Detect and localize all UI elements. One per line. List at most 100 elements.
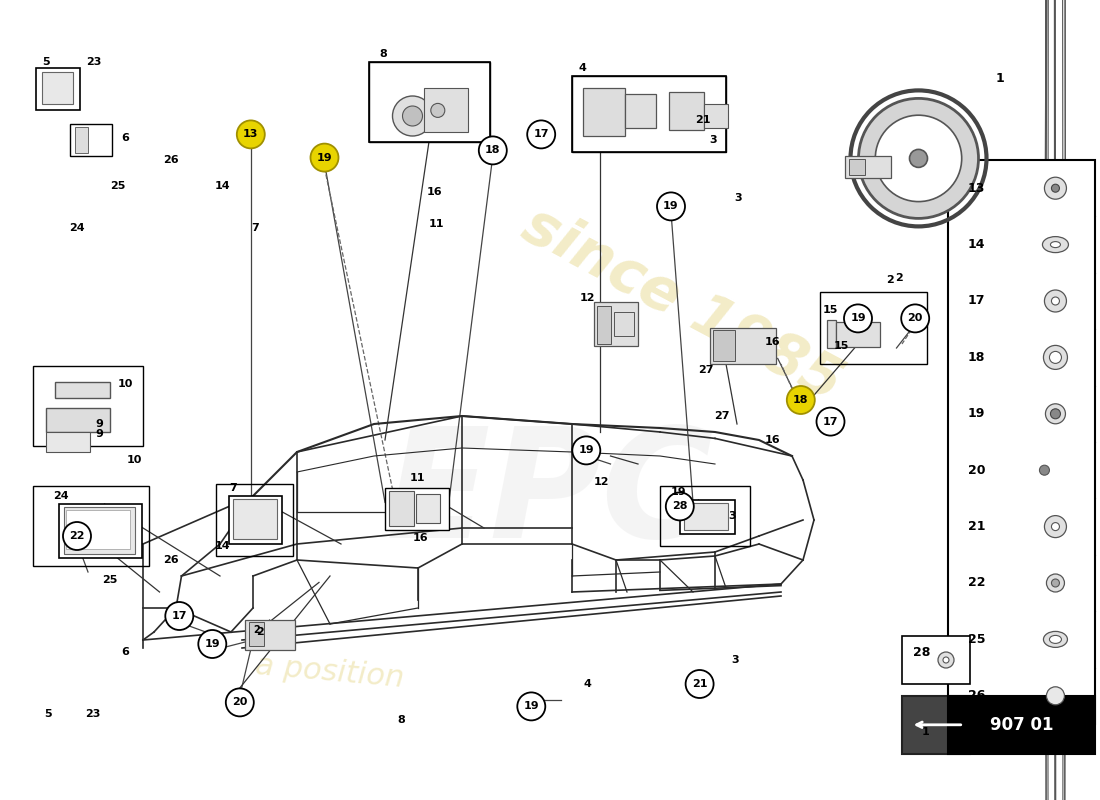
Circle shape [858, 98, 979, 218]
Circle shape [844, 305, 872, 333]
Text: 3: 3 [728, 511, 736, 521]
Bar [572, 76, 726, 152]
Circle shape [393, 96, 432, 136]
Text: 2: 2 [887, 275, 894, 285]
Text: 2: 2 [895, 274, 903, 283]
Circle shape [1045, 516, 1067, 538]
Text: 9: 9 [96, 430, 103, 439]
Bar [594, 302, 638, 346]
Circle shape [236, 120, 265, 149]
Bar [216, 484, 293, 556]
Text: 12: 12 [594, 478, 609, 487]
Text: 26: 26 [163, 555, 178, 565]
Bar [827, 320, 836, 348]
Text: 11: 11 [409, 474, 425, 483]
Text: 20: 20 [908, 314, 923, 323]
Circle shape [1050, 409, 1060, 419]
Text: 16: 16 [764, 435, 780, 445]
Circle shape [1052, 184, 1059, 192]
Text: 11: 11 [429, 219, 444, 229]
Bar [36, 68, 80, 110]
Text: 14: 14 [968, 238, 986, 251]
Circle shape [816, 408, 845, 435]
Bar [233, 499, 277, 539]
Text: 8: 8 [397, 715, 405, 725]
Text: since 1985: since 1985 [513, 196, 851, 412]
Bar [660, 486, 750, 546]
Text: 19: 19 [579, 446, 594, 455]
Text: 16: 16 [764, 338, 780, 347]
Text: a position: a position [254, 651, 406, 693]
Circle shape [901, 305, 930, 333]
Circle shape [1046, 686, 1065, 705]
Text: 18: 18 [968, 351, 986, 364]
Text: 17: 17 [968, 294, 986, 307]
Text: 19: 19 [968, 407, 986, 420]
Bar [849, 159, 865, 175]
Bar [820, 292, 927, 364]
Bar [713, 330, 735, 361]
Text: 1: 1 [922, 727, 930, 737]
Circle shape [876, 115, 961, 202]
Bar [669, 92, 704, 130]
Circle shape [403, 106, 422, 126]
Text: 23: 23 [86, 57, 101, 66]
Circle shape [1046, 574, 1065, 592]
Text: 8: 8 [379, 50, 387, 59]
Circle shape [1052, 522, 1059, 530]
Bar [70, 124, 112, 156]
Text: 1: 1 [996, 72, 1004, 85]
Text: 5: 5 [44, 710, 52, 719]
Text: 10: 10 [118, 379, 133, 389]
Bar [614, 312, 634, 336]
Text: 15: 15 [834, 342, 849, 351]
Circle shape [310, 144, 339, 172]
Text: 16: 16 [412, 533, 428, 542]
Circle shape [1045, 290, 1067, 312]
Bar [75, 127, 88, 153]
Bar [948, 160, 1094, 724]
Bar [902, 636, 970, 684]
Text: 5: 5 [42, 57, 50, 66]
Bar [836, 322, 880, 347]
Text: 2: 2 [253, 626, 260, 635]
Bar [33, 366, 143, 446]
Circle shape [478, 136, 507, 165]
Text: 21: 21 [695, 115, 711, 125]
Bar [368, 62, 490, 142]
Bar [389, 491, 414, 526]
Bar [704, 104, 728, 128]
Bar [625, 94, 656, 128]
Circle shape [786, 386, 815, 414]
Text: 18: 18 [793, 395, 808, 405]
Text: 19: 19 [663, 202, 679, 211]
Text: 26: 26 [968, 690, 986, 702]
Text: 7: 7 [251, 223, 258, 233]
Text: EPC: EPC [386, 422, 714, 570]
Text: 27: 27 [714, 411, 729, 421]
Circle shape [165, 602, 194, 630]
Circle shape [943, 657, 949, 663]
Text: 25: 25 [110, 181, 125, 190]
Bar [249, 622, 264, 646]
Bar [572, 76, 726, 152]
Text: 21: 21 [692, 679, 707, 689]
Circle shape [657, 192, 685, 221]
Text: 17: 17 [172, 611, 187, 621]
Text: 26: 26 [163, 155, 178, 165]
Text: 17: 17 [534, 130, 549, 139]
Ellipse shape [1049, 635, 1061, 643]
Bar [424, 88, 468, 132]
Text: 14: 14 [214, 181, 230, 190]
Text: 9: 9 [96, 419, 103, 429]
Circle shape [517, 692, 546, 720]
Circle shape [666, 492, 694, 520]
Text: 19: 19 [205, 639, 220, 649]
Text: 20: 20 [968, 464, 986, 477]
Text: 15: 15 [823, 306, 838, 315]
Text: 18: 18 [485, 146, 501, 155]
Bar [42, 72, 73, 104]
Text: 27: 27 [698, 365, 714, 374]
Text: 20: 20 [232, 698, 248, 707]
Bar [368, 62, 490, 142]
